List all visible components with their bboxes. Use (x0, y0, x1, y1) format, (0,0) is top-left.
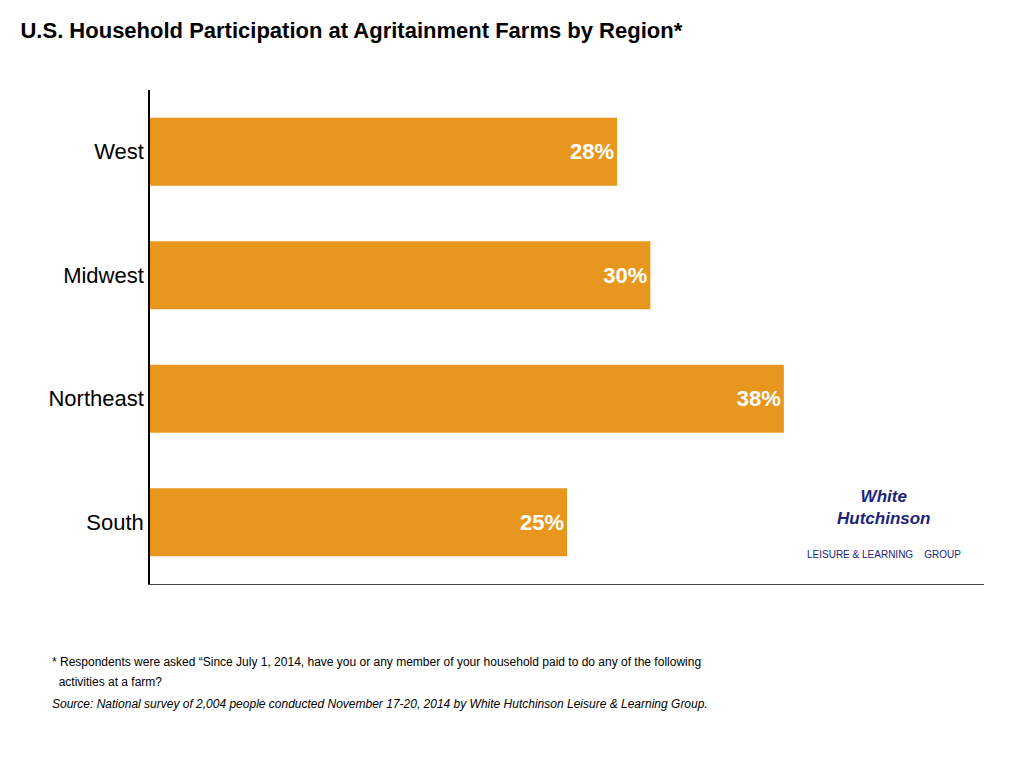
svg-text:WhiteHutchinson: WhiteHutchinson (837, 487, 931, 528)
svg-text:South: South (86, 510, 144, 535)
svg-text:activities at a farm?: activities at a farm? (52, 675, 162, 689)
svg-text:30%: 30% (603, 263, 647, 288)
svg-text:West: West (94, 139, 144, 164)
svg-text:38%: 38% (737, 386, 781, 411)
svg-text:28%: 28% (570, 139, 614, 164)
svg-text:U.S. Household Participation a: U.S. Household Participation at Agritain… (20, 18, 682, 43)
svg-text:* Respondents were asked “Sinc: * Respondents were asked “Since July 1, … (52, 655, 701, 669)
svg-text:25%: 25% (520, 510, 564, 535)
svg-text:Source: National survey of 2,0: Source: National survey of 2,004 people … (52, 697, 708, 711)
svg-text:LEISURE & LEARNING GROUP: LEISURE & LEARNING GROUP (807, 549, 961, 560)
svg-text:Midwest: Midwest (63, 263, 144, 288)
svg-text:Northeast: Northeast (48, 386, 143, 411)
